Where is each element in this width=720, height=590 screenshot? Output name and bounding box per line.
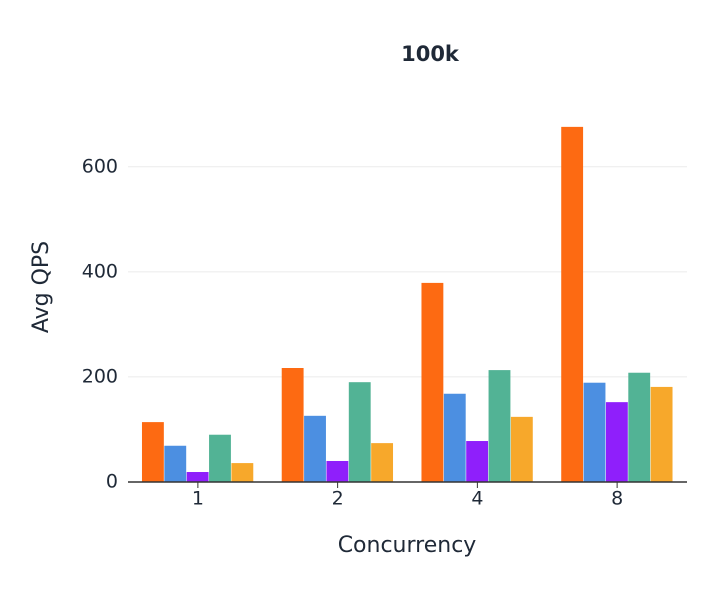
- y-tick-label: 400: [82, 260, 118, 282]
- bar: [231, 463, 254, 482]
- y-tick-label: 0: [106, 471, 118, 493]
- bar: [348, 382, 371, 482]
- bar: [561, 126, 584, 482]
- bar: [650, 386, 673, 482]
- bar: [209, 434, 231, 482]
- y-tick-label: 200: [82, 365, 118, 387]
- x-tick-label: 1: [192, 488, 204, 510]
- chart-title: 100k: [401, 42, 460, 66]
- x-tick-label: 4: [471, 488, 483, 510]
- x-axis-label: Concurrency: [338, 533, 477, 558]
- bar: [466, 441, 489, 482]
- bar: [628, 372, 651, 482]
- x-tick-label: 2: [332, 488, 344, 510]
- bar: [510, 416, 533, 482]
- bar: [605, 402, 628, 482]
- bar: [141, 422, 164, 482]
- bar: [371, 443, 394, 482]
- y-tick-label: 600: [82, 155, 118, 177]
- bar: [326, 460, 349, 482]
- y-axis-label: Avg QPS: [29, 241, 54, 333]
- bar: [281, 368, 304, 482]
- bar: [443, 393, 466, 482]
- bar: [488, 370, 511, 482]
- bar: [421, 282, 444, 482]
- bar: [583, 382, 606, 482]
- bar: [164, 445, 187, 482]
- bar: [304, 415, 326, 482]
- bar: [186, 472, 209, 482]
- x-tick-label: 8: [611, 488, 623, 510]
